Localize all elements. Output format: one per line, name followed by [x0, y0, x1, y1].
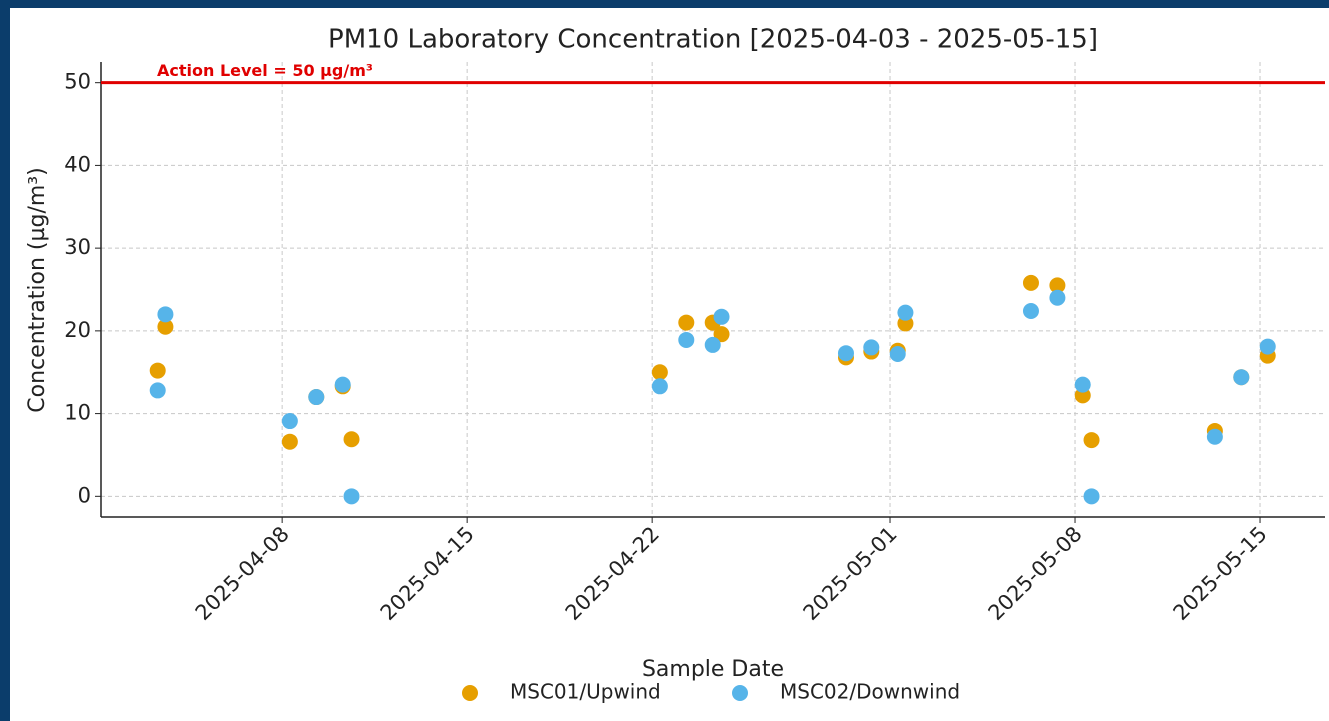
point	[1049, 277, 1066, 294]
point	[1022, 303, 1039, 320]
point	[149, 362, 166, 379]
x-axis-label: Sample Date	[642, 657, 784, 682]
point	[343, 488, 360, 505]
point	[651, 378, 668, 395]
legend-label: MSC02/Downwind	[780, 680, 960, 704]
chart-title: PM10 Laboratory Concentration [2025-04-0…	[328, 25, 1098, 55]
point	[678, 331, 695, 348]
point	[149, 382, 166, 399]
point	[713, 326, 730, 343]
point	[157, 318, 174, 335]
point	[1022, 274, 1039, 291]
point	[343, 431, 360, 448]
y-tick-label: 30	[64, 235, 91, 259]
point	[1049, 289, 1066, 306]
point	[281, 433, 298, 450]
point	[863, 339, 880, 356]
point	[837, 345, 854, 362]
point	[1083, 488, 1100, 505]
point	[157, 306, 174, 323]
legend-label: MSC01/Upwind	[510, 680, 661, 704]
point	[713, 308, 730, 325]
point	[651, 364, 668, 381]
plot-background	[10, 8, 1329, 721]
point	[678, 314, 695, 331]
point	[308, 389, 325, 406]
legend-marker	[462, 685, 478, 701]
y-tick-label: 40	[64, 152, 91, 176]
point	[1074, 376, 1091, 393]
y-tick-label: 0	[78, 483, 91, 507]
point	[1206, 428, 1223, 445]
point	[1233, 369, 1250, 386]
point	[889, 346, 906, 363]
point	[704, 336, 721, 353]
y-axis-label: Concentration (µg/m³)	[25, 167, 50, 412]
point	[897, 304, 914, 321]
y-tick-label: 20	[64, 318, 91, 342]
y-tick-label: 10	[64, 401, 91, 425]
y-tick-label: 50	[64, 70, 91, 94]
point	[1083, 432, 1100, 449]
threshold-label: Action Level = 50 µg/m³	[157, 61, 373, 80]
legend-marker	[732, 685, 748, 701]
point	[334, 376, 351, 393]
point	[281, 413, 298, 430]
point	[1259, 338, 1276, 355]
